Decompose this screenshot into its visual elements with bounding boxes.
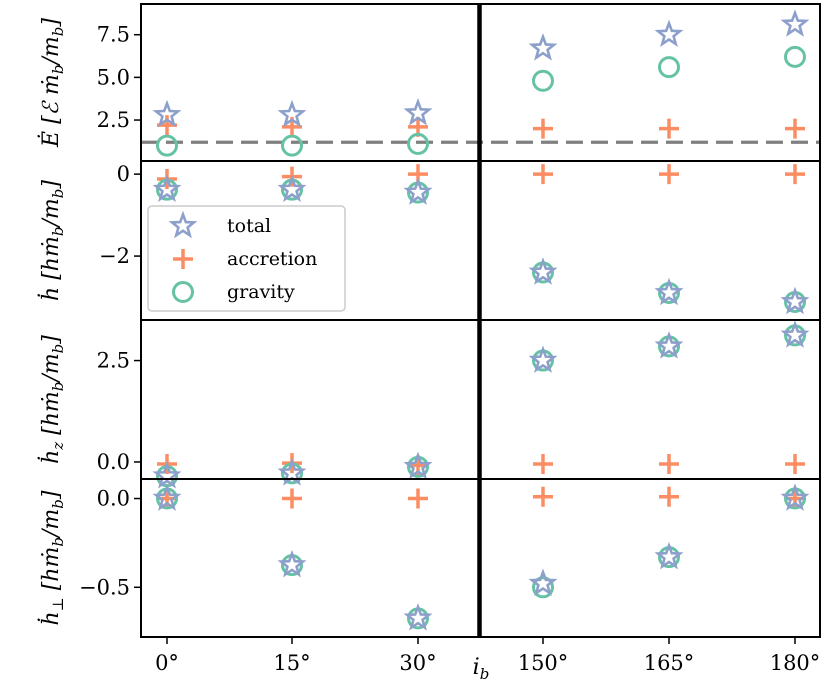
data-point-total — [528, 345, 558, 373]
y-tick-label: −0.5 — [79, 575, 130, 599]
data-point-accretion — [785, 118, 805, 139]
x-tick-label: 15° — [273, 651, 310, 675]
data-point-accretion — [533, 486, 553, 507]
data-point-gravity — [407, 132, 429, 155]
data-point-total — [152, 174, 182, 202]
data-point-gravity — [658, 56, 680, 79]
data-point-gravity — [281, 134, 303, 157]
legend-label-total: total — [227, 215, 271, 237]
y-tick-label: 7.5 — [97, 23, 130, 47]
data-point-total — [277, 549, 307, 578]
data-point-total — [403, 451, 433, 480]
panel-hperp: 0.0 −0.5 ḣ⊥ [hṁb/mb] — [37, 478, 821, 638]
data-point-total — [403, 98, 433, 126]
data-point-gravity — [532, 576, 554, 599]
y-axis-label: Ė [ℰ ṁb/mb] — [37, 18, 67, 148]
data-point-total — [528, 257, 558, 285]
data-point-total — [152, 460, 182, 489]
x-axis-label: ib — [473, 655, 490, 683]
y-tick-label: −2 — [99, 244, 130, 268]
legend-marker-total — [168, 210, 198, 239]
x-tick-label: 180° — [770, 651, 821, 675]
y-tick-label: 5.0 — [97, 65, 130, 89]
data-point-total — [780, 483, 810, 511]
data-point-accretion — [785, 453, 805, 474]
x-tick-label: 165° — [644, 651, 695, 675]
data-point-total — [654, 277, 684, 306]
x-axis: 0° 15° 30° 150° 165° 180° ib — [155, 637, 820, 683]
data-point-accretion — [282, 488, 302, 509]
data-point-accretion — [659, 118, 679, 139]
data-point-total — [780, 320, 810, 348]
legend-label-gravity: gravity — [227, 281, 295, 303]
data-point-total — [277, 174, 307, 202]
x-tick-label: 30° — [399, 651, 436, 675]
x-tick-label: 150° — [518, 651, 569, 675]
data-point-total — [528, 33, 558, 61]
y-axis-label: ḣ [hṁb/mb] — [37, 180, 67, 301]
data-point-total — [277, 99, 307, 128]
data-point-total — [528, 568, 558, 597]
y-tick-label: 2.5 — [97, 349, 130, 373]
data-point-total — [152, 99, 182, 128]
panel-energy: 2.5 5.0 7.5 Ė [ℰ ṁb/mb] — [37, 3, 821, 162]
data-point-accretion — [785, 164, 805, 185]
data-point-gravity — [532, 69, 554, 92]
y-tick-label: 0.0 — [97, 450, 130, 474]
y-tick-label: 0.0 — [97, 487, 130, 511]
panels-layer: 2.5 5.0 7.5 Ė [ℰ ṁb/mb] 0 −2 ḣ [hṁb/mb] 0.0 2.5 ḣ… — [37, 3, 821, 638]
data-point-total — [780, 286, 810, 315]
data-point-gravity — [784, 45, 806, 68]
legend: total accretion gravity — [147, 205, 346, 312]
y-axis-label: ḣz [hṁb/mb] — [37, 335, 67, 464]
data-point-total — [780, 9, 810, 37]
data-point-accretion — [659, 486, 679, 507]
data-point-total — [654, 331, 684, 359]
data-point-accretion — [408, 488, 428, 509]
data-point-accretion — [533, 164, 553, 185]
data-point-total — [152, 483, 182, 511]
data-point-total — [654, 19, 684, 48]
panel-hz: 0.0 2.5 ḣz [hṁb/mb] — [37, 319, 821, 489]
y-tick-label: 2.5 — [97, 108, 130, 132]
data-point-gravity — [156, 134, 178, 157]
data-point-total — [654, 541, 684, 570]
data-point-accretion — [533, 453, 553, 474]
data-point-accretion — [659, 453, 679, 474]
legend-marker-accretion — [173, 249, 193, 269]
data-point-accretion — [533, 118, 553, 139]
legend-marker-gravity — [172, 281, 194, 303]
legend-box — [147, 205, 346, 312]
data-point-total — [403, 177, 433, 205]
x-tick-label: 0° — [155, 651, 179, 675]
data-point-total — [403, 603, 433, 631]
y-axis-label: ḣ⊥ [hṁb/mb] — [37, 490, 67, 625]
y-tick-label: 0 — [117, 162, 130, 186]
legend-label-accretion: accretion — [227, 248, 317, 270]
data-point-accretion — [659, 164, 679, 185]
